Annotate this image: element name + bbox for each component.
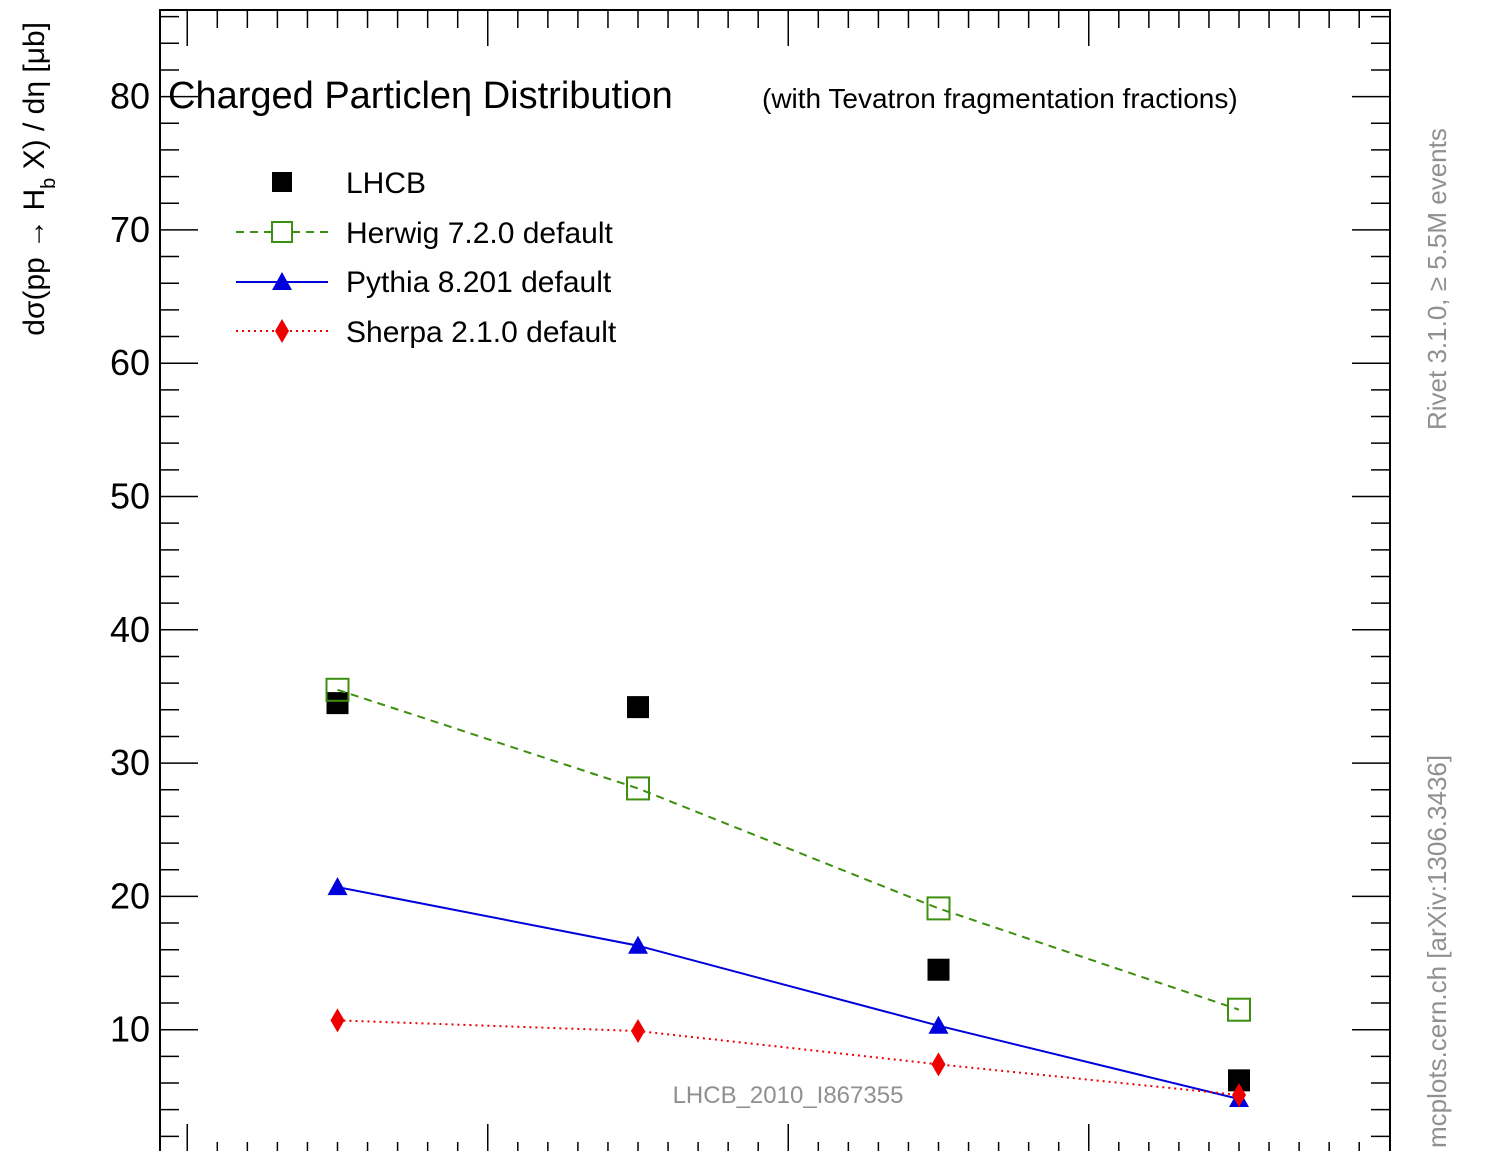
data-point-pythia (327, 877, 348, 896)
y-axis-title-suffix: X) / dη [μb] (18, 22, 51, 178)
series-line-sherpa (337, 1019, 1240, 1097)
legend-label-lhcb: LHCB (346, 167, 426, 200)
data-point-lhcb (326, 692, 349, 715)
data-point-sherpa (1232, 1083, 1246, 1108)
data-point-herwig (926, 896, 951, 921)
series-sherpa (330, 1008, 1246, 1108)
legend-marker-sherpa (275, 319, 289, 343)
legend-item-sherpa: Sherpa 2.1.0 default (236, 316, 617, 349)
legend-item-pythia: Pythia 8.201 default (236, 266, 612, 299)
legend-item-lhcb: LHCB (272, 167, 426, 200)
y-tick-label: 70 (110, 209, 150, 250)
series-line-herwig (337, 688, 1240, 1011)
legend: LHCB Herwig 7.2.0 default Pythia 8.201 d… (236, 167, 617, 349)
data-point-sherpa (931, 1052, 946, 1077)
series-herwig (325, 677, 1251, 1022)
plot-frame (159, 9, 1391, 1151)
axis-ticks (160, 10, 1390, 1151)
chart-subtitle: (with Tevatron fragmentation fractions) (762, 83, 1238, 114)
legend-label-herwig: Herwig 7.2.0 default (346, 217, 613, 250)
y-tick-label: 80 (110, 76, 150, 117)
series-layer (325, 677, 1251, 1108)
data-point-pythia (628, 935, 648, 954)
source-label: mcplots.cern.ch [arXiv:1306.3436] (1422, 755, 1452, 1148)
y-axis-title: dσ(pp → Hb X) / dη [μb] (18, 22, 60, 336)
data-point-pythia (928, 1015, 949, 1034)
legend-label-sherpa: Sherpa 2.1.0 default (346, 316, 617, 349)
data-point-sherpa (330, 1008, 345, 1033)
chart-title: Charged Particleη Distribution (168, 75, 673, 117)
y-tick-label: 50 (110, 476, 150, 517)
y-axis-title-text: dσ(pp → Hb X) / dη [μb] (18, 22, 60, 336)
y-tick-label: 10 (110, 1009, 150, 1050)
data-point-lhcb (627, 696, 649, 719)
y-tick-label: 40 (110, 609, 150, 650)
y-axis-title-subscript: b (38, 178, 60, 189)
series-line-pythia (337, 886, 1240, 1100)
y-axis-title-prefix: dσ(pp → H (18, 189, 51, 336)
watermark-label: LHCB_2010_I867355 (673, 1082, 904, 1109)
y-tick-labels: 10 20 30 40 50 60 70 80 (110, 76, 150, 1050)
series-lhcb (326, 692, 1250, 1092)
y-tick-label: 60 (110, 342, 150, 383)
data-point-sherpa (631, 1019, 645, 1044)
legend-label-pythia: Pythia 8.201 default (346, 266, 612, 299)
legend-marker-herwig (271, 221, 293, 243)
data-point-herwig (1227, 997, 1251, 1022)
rivet-version-label: Rivet 3.1.0, ≥ 5.5M events (1422, 128, 1452, 430)
legend-marker-lhcb (272, 172, 292, 192)
data-point-lhcb (1228, 1069, 1250, 1092)
series-pythia (327, 877, 1249, 1108)
legend-marker-pythia (272, 272, 292, 290)
data-point-lhcb (927, 958, 950, 981)
data-point-herwig (325, 677, 350, 702)
data-point-herwig (626, 776, 650, 801)
y-tick-label: 30 (110, 742, 150, 783)
y-tick-label: 20 (110, 875, 150, 916)
legend-item-herwig: Herwig 7.2.0 default (236, 217, 613, 250)
